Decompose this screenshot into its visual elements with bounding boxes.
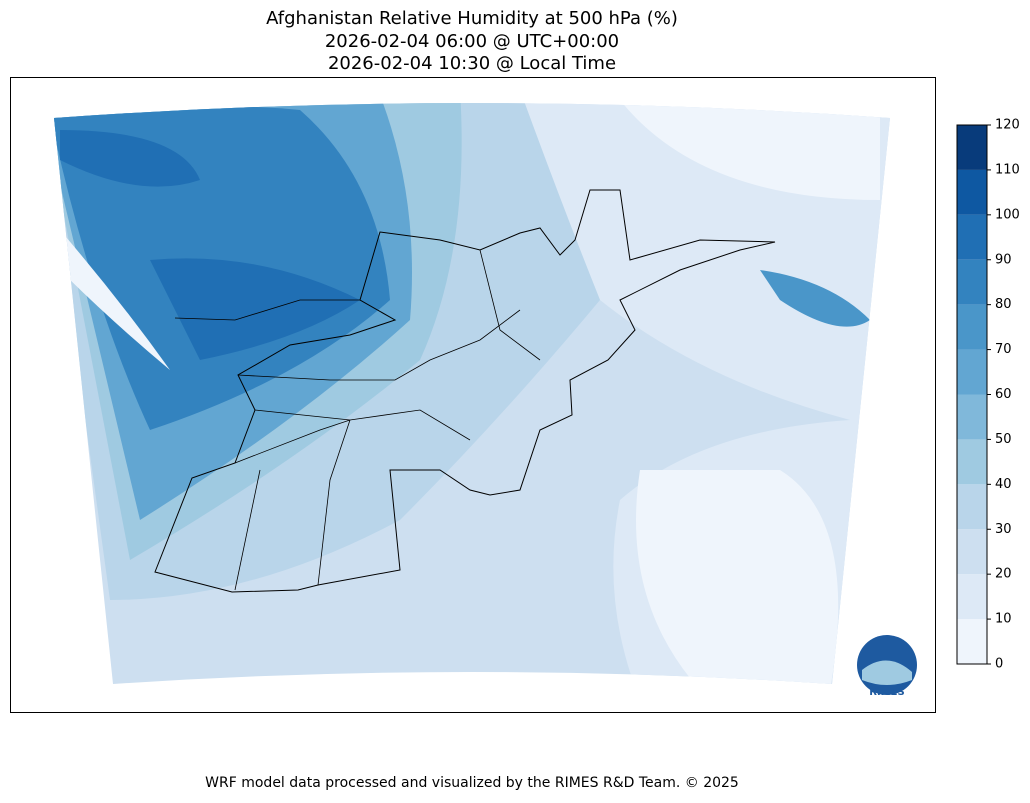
footer: WRF model data processed and visualized … — [205, 775, 739, 791]
colorbar-level — [957, 574, 987, 620]
colorbar-tick-label: 70 — [995, 342, 1012, 357]
country-outline — [154, 189, 776, 593]
colorbar-tick-label: 80 — [995, 297, 1012, 312]
title-line: 2026-02-04 10:30 @ Local Time — [328, 53, 616, 74]
colorbar: 0 10 20 30 40 50 60 70 80 90 100 110 120 — [956, 118, 1020, 672]
logo: RIMES — [857, 635, 917, 698]
colorbar-tick-label: 100 — [995, 207, 1020, 222]
logo-text: RIMES — [869, 687, 904, 698]
colorbar-tick-label: 10 — [995, 612, 1012, 627]
colorbar-tick-label: 30 — [995, 522, 1012, 537]
colorbar-tick-label: 40 — [995, 477, 1012, 492]
title-line: 2026-02-04 06:00 @ UTC+00:00 — [325, 31, 619, 52]
colorbar-level — [957, 529, 987, 575]
colorbar-tick-label: 0 — [995, 657, 1003, 672]
province-borders — [174, 249, 541, 591]
humidity-field — [54, 103, 890, 684]
colorbar-level — [957, 304, 987, 350]
colorbar-level — [957, 259, 987, 305]
colorbar-level — [957, 125, 987, 170]
colorbar-tick-label: 90 — [995, 252, 1012, 267]
title-line: Afghanistan Relative Humidity at 500 hPa… — [266, 8, 678, 29]
colorbar-level — [957, 349, 987, 395]
colorbar-tick-label: 110 — [995, 162, 1020, 177]
colorbar-tick-label: 120 — [995, 118, 1020, 133]
colorbar-tick-label: 60 — [995, 387, 1012, 402]
colorbar-level — [957, 214, 987, 260]
colorbar-level — [957, 619, 987, 664]
colorbar-level — [957, 169, 987, 215]
colorbar-level — [957, 484, 987, 530]
colorbar-level — [957, 394, 987, 440]
colorbar-tick-label: 50 — [995, 432, 1012, 447]
colorbar-level — [957, 439, 987, 485]
colorbar-tick-label: 20 — [995, 567, 1012, 582]
